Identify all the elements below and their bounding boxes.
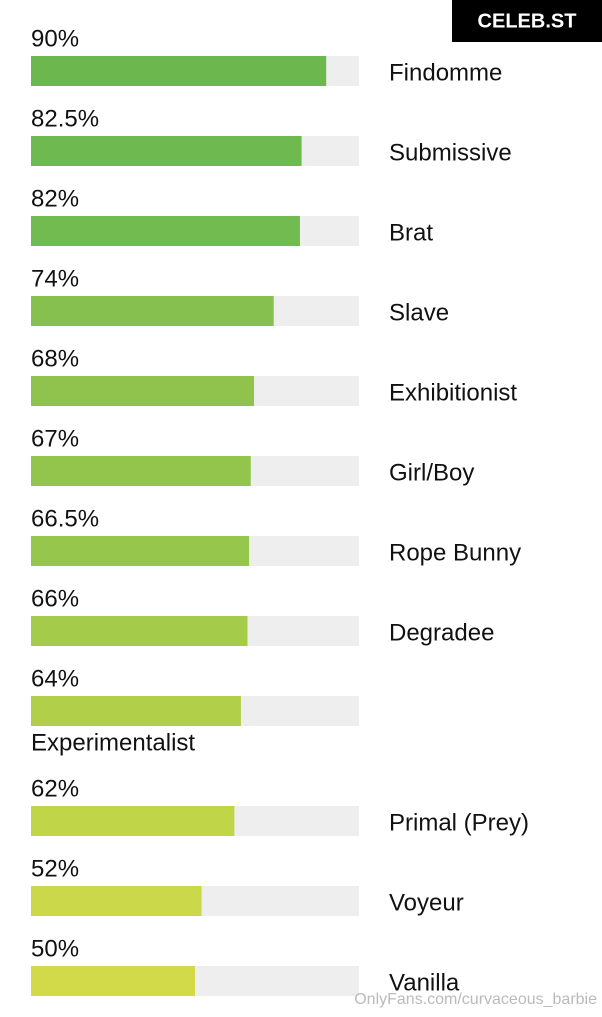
bar bbox=[31, 136, 302, 166]
value-label: 66% bbox=[31, 585, 79, 612]
category-label: Voyeur bbox=[389, 889, 464, 916]
bar bbox=[31, 886, 202, 916]
bar bbox=[31, 536, 250, 566]
category-label: Findomme bbox=[389, 59, 502, 86]
value-label: 82% bbox=[31, 185, 79, 212]
bar bbox=[31, 296, 274, 326]
bar bbox=[31, 966, 195, 996]
value-label: 82.5% bbox=[31, 105, 99, 132]
value-label: 64% bbox=[31, 665, 79, 692]
category-label: Degradee bbox=[389, 619, 494, 646]
category-label: Rope Bunny bbox=[389, 539, 521, 566]
bar bbox=[31, 376, 255, 406]
category-label: Exhibitionist bbox=[389, 379, 517, 406]
value-label: 90% bbox=[31, 25, 79, 52]
category-label: Vanilla bbox=[389, 969, 460, 996]
bar bbox=[31, 616, 248, 646]
bar bbox=[31, 806, 235, 836]
category-label: Slave bbox=[389, 299, 449, 326]
value-label: 52% bbox=[31, 855, 79, 882]
value-label: 74% bbox=[31, 265, 79, 292]
value-label: 50% bbox=[31, 935, 79, 962]
bar bbox=[31, 216, 300, 246]
value-label: 67% bbox=[31, 425, 79, 452]
category-label: Brat bbox=[389, 219, 433, 246]
bar bbox=[31, 56, 327, 86]
badge-box bbox=[452, 0, 602, 42]
value-label: 68% bbox=[31, 345, 79, 372]
value-label: 62% bbox=[31, 775, 79, 802]
category-label: Submissive bbox=[389, 139, 512, 166]
category-label: Experimentalist bbox=[31, 729, 195, 756]
footer-watermark: OnlyFans.com/curvaceous_barbie bbox=[354, 991, 597, 1008]
bar bbox=[31, 696, 241, 726]
value-label: 66.5% bbox=[31, 505, 99, 532]
bar bbox=[31, 456, 251, 486]
category-label: Girl/Boy bbox=[389, 459, 474, 486]
category-label: Primal (Prey) bbox=[389, 809, 529, 836]
badge-text: CELEB.ST bbox=[478, 10, 577, 32]
